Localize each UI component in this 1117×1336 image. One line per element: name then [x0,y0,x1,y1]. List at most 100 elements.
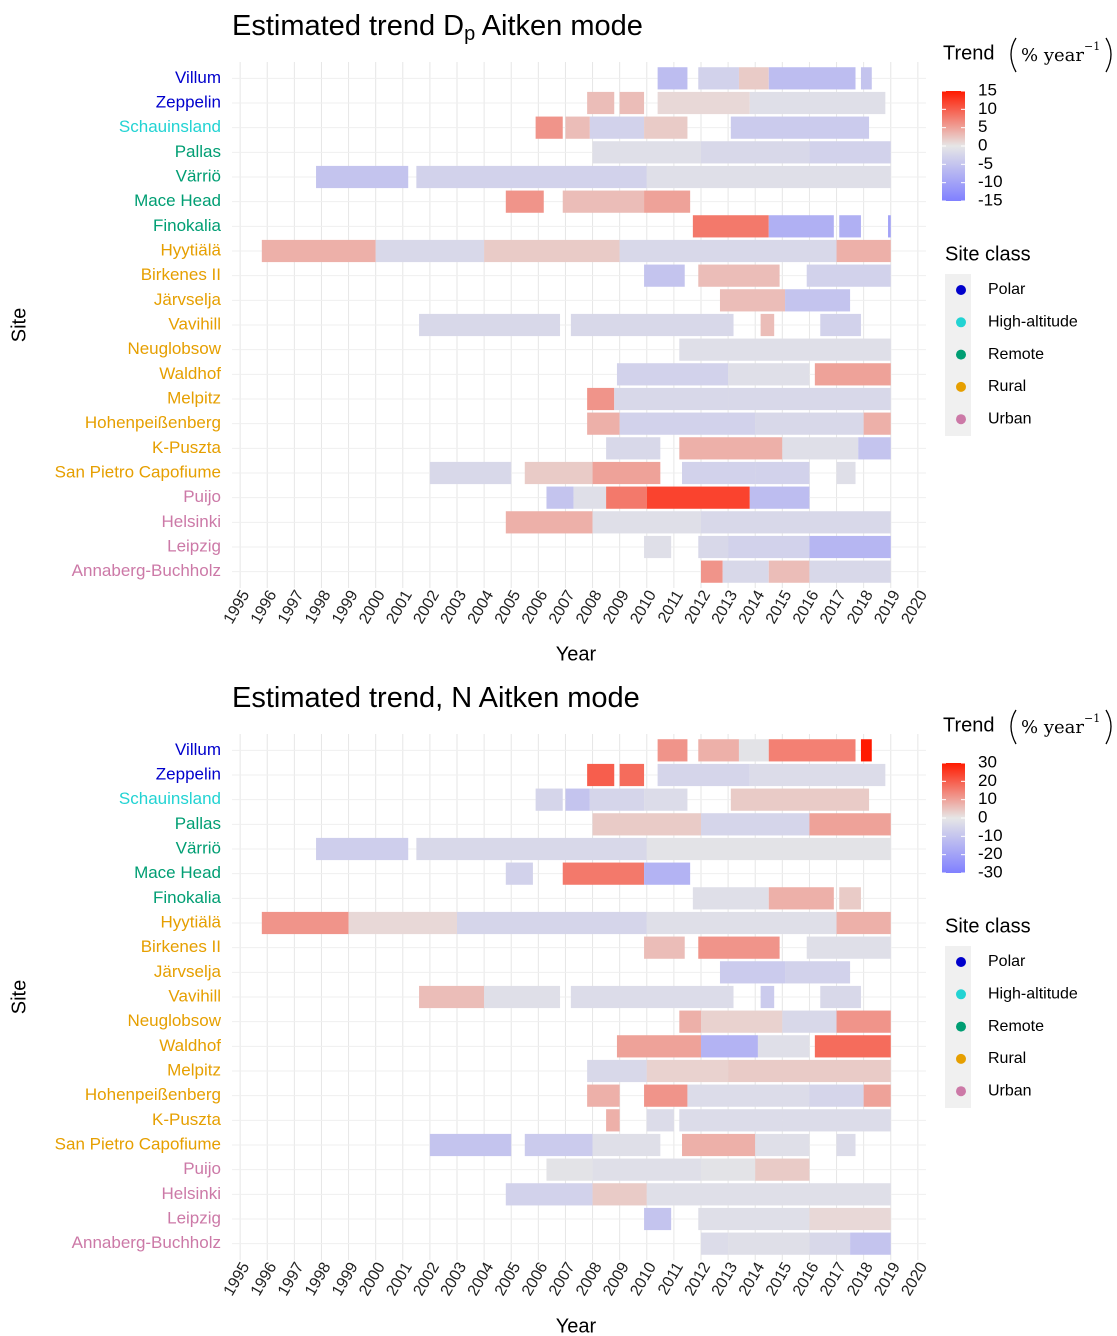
tile [836,461,856,485]
tile [728,535,810,559]
tile [692,887,769,910]
tile [698,1207,810,1231]
site-label: Mace Head [134,191,221,210]
paren [1010,709,1017,745]
tile [535,788,563,811]
site-label: Melpitz [167,388,221,407]
x-tick-label: 2016 [790,1260,823,1299]
tile [375,239,485,263]
tile [606,437,661,460]
tile [646,1109,674,1132]
class-dot [956,1021,966,1032]
tile [592,461,661,485]
tile [646,837,891,861]
class-label: Polar [988,953,1026,970]
site-label: Vavihill [168,314,221,333]
tile [589,116,645,139]
tile [839,887,861,910]
colorbar-label: 0 [978,135,987,154]
tile [546,1158,593,1181]
tile [565,116,590,139]
legend-unit-exponent: −1 [1084,40,1100,53]
legend-unit: % year−1 [1021,712,1100,738]
paren [1105,709,1112,745]
tile [679,1109,783,1132]
tile [646,1183,891,1206]
tile [858,437,891,460]
tile [565,788,590,811]
tile [700,813,810,836]
x-tick-label: 1996 [248,1260,281,1299]
site-label: Waldhof [159,364,221,383]
class-label: Urban [988,410,1032,427]
site-label: Finokalia [153,888,222,907]
tile [860,739,872,762]
site-label: Birkenes II [141,937,221,956]
tile [782,1109,891,1132]
site-label: Neuglobsow [127,1011,221,1030]
tile [768,887,834,910]
site-label: Leipzig [167,536,221,555]
y-axis-label: Site [8,308,30,342]
x-tick-label: 2003 [438,588,471,627]
colorbar-label: -10 [978,172,1003,191]
tile [806,264,891,287]
colorbar [942,91,965,201]
tile [619,412,756,435]
tile [348,911,458,935]
colorbar-label: -20 [978,844,1003,863]
x-tick-label: 2017 [817,588,850,627]
colorbar-label: 20 [978,771,997,790]
x-tick-label: 1995 [221,588,254,627]
x-tick-label: 2018 [844,1260,877,1299]
x-tick-label: 2012 [682,1260,715,1299]
tile [722,560,769,583]
tile [562,862,645,885]
tile [646,486,750,509]
site-label: K-Puszta [152,1110,222,1129]
x-tick-label: 2007 [546,588,579,627]
tile [836,911,891,935]
tile [768,215,834,238]
x-tick-label: 2005 [492,1260,525,1299]
site-label: Leipzig [167,1208,221,1227]
x-tick-label: 2002 [410,1260,443,1299]
site-label: Värriö [176,838,221,857]
x-tick-label: 2013 [709,1260,742,1299]
tile [760,313,775,337]
site-label: Pallas [175,814,221,833]
colorbar-label: 10 [978,99,997,118]
class-legend-title: Site class [945,243,1031,265]
colorbar-label: -5 [978,154,993,173]
paren [1010,37,1017,73]
site-label: Järvselja [154,290,222,309]
tile [755,461,810,485]
tile [644,535,672,559]
tile [836,1010,891,1033]
tile [657,67,688,90]
x-tick-label: 2019 [871,588,904,627]
class-label: Remote [988,346,1044,363]
tile [687,1084,810,1107]
tile [768,739,856,762]
tile [738,739,769,762]
tile [809,535,891,559]
class-label: High-altitude [988,986,1078,1003]
site-label: Vavihill [168,986,221,1005]
tile [728,1232,810,1255]
tile [484,239,620,263]
tile [505,190,544,213]
site-label: Schauinsland [119,117,221,136]
tile [755,1133,810,1157]
tile [592,511,701,534]
x-tick-label: 1997 [275,588,308,627]
x-tick-label: 2012 [682,588,715,627]
tile [587,1059,647,1083]
class-label: Urban [988,1082,1032,1099]
tile [535,116,563,139]
tile [657,763,750,787]
tile [785,289,851,312]
tile [809,1207,891,1231]
legend-title: Trend [943,714,995,736]
class-dot [956,317,966,328]
